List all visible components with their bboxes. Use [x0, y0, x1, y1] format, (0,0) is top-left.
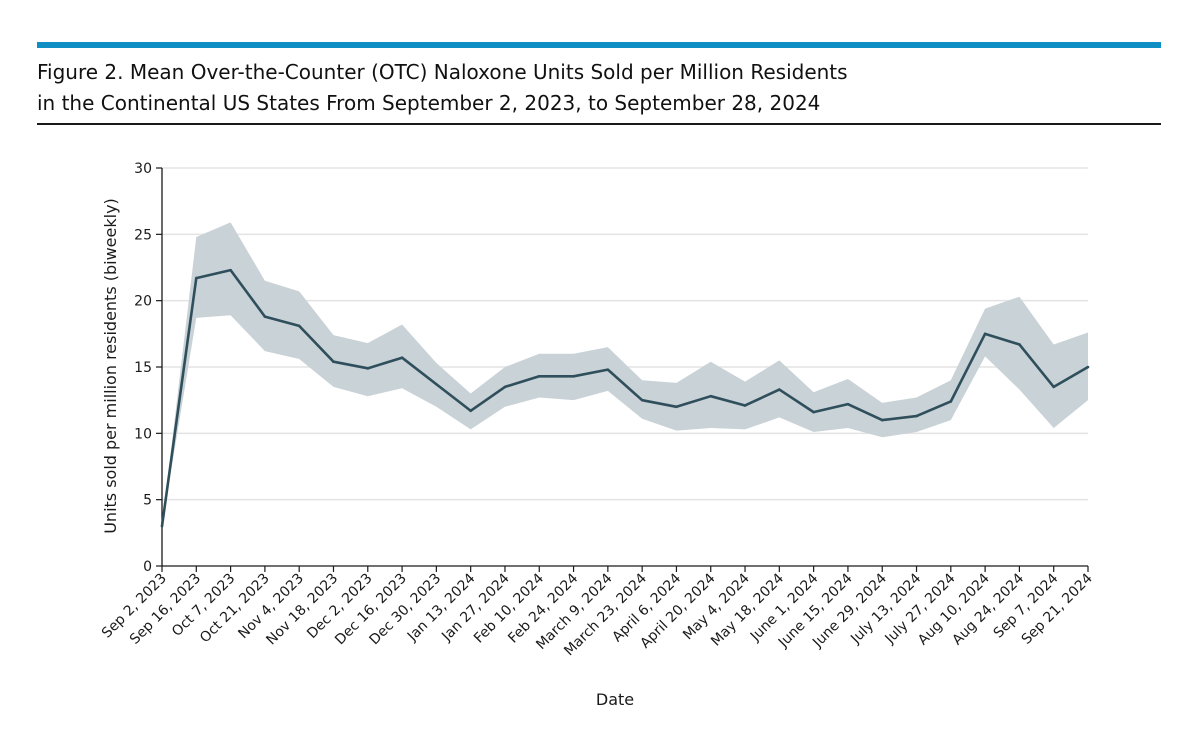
y-axis-label: Units sold per million residents (biweek…	[101, 198, 120, 534]
data-point	[880, 418, 884, 422]
y-tick-label: 20	[134, 294, 152, 310]
title-rule	[37, 123, 1161, 125]
data-point	[503, 385, 507, 389]
y-tick-label: 10	[134, 426, 152, 442]
data-point	[366, 367, 370, 370]
data-point	[1052, 385, 1055, 389]
y-tick-label: 25	[134, 227, 152, 243]
x-axis-label: Date	[596, 690, 634, 709]
y-tick-label: 5	[143, 493, 152, 509]
data-point	[983, 332, 987, 336]
data-point	[640, 398, 644, 402]
data-point	[1018, 343, 1021, 346]
data-point	[812, 410, 815, 414]
data-point	[606, 368, 610, 371]
top-accent-rule	[37, 42, 1161, 48]
data-point	[846, 402, 850, 406]
confidence-band	[162, 222, 1088, 527]
data-point	[743, 404, 747, 407]
data-point	[229, 268, 232, 272]
y-tick-label: 15	[134, 360, 152, 376]
data-point	[263, 315, 267, 318]
data-point	[915, 414, 918, 418]
data-point	[675, 405, 678, 409]
series-line-mean	[160, 268, 1089, 527]
data-point	[572, 374, 575, 378]
data-point	[778, 388, 781, 391]
confidence-band-layer	[162, 222, 1088, 527]
data-point	[709, 394, 713, 398]
data-point	[400, 356, 404, 360]
series-line-layer	[160, 268, 1090, 528]
data-point	[469, 409, 472, 413]
data-point	[297, 324, 301, 328]
data-point	[537, 374, 541, 378]
data-point	[435, 382, 438, 386]
figure-title-line-1: Figure 2. Mean Over-the-Counter (OTC) Na…	[37, 60, 848, 84]
figure-title-line-2: in the Continental US States From Septem…	[37, 91, 821, 115]
data-point	[195, 276, 198, 280]
y-tick-label: 0	[143, 559, 152, 575]
data-point	[160, 524, 164, 528]
data-point	[1086, 365, 1090, 369]
figure-title: Figure 2. Mean Over-the-Counter (OTC) Na…	[37, 57, 1161, 119]
data-point	[949, 400, 953, 403]
axes	[156, 167, 1089, 572]
y-tick-labels: 0 5 10 15 20 25 30	[134, 161, 152, 575]
y-tick-label: 30	[134, 161, 152, 177]
data-point	[332, 360, 335, 363]
